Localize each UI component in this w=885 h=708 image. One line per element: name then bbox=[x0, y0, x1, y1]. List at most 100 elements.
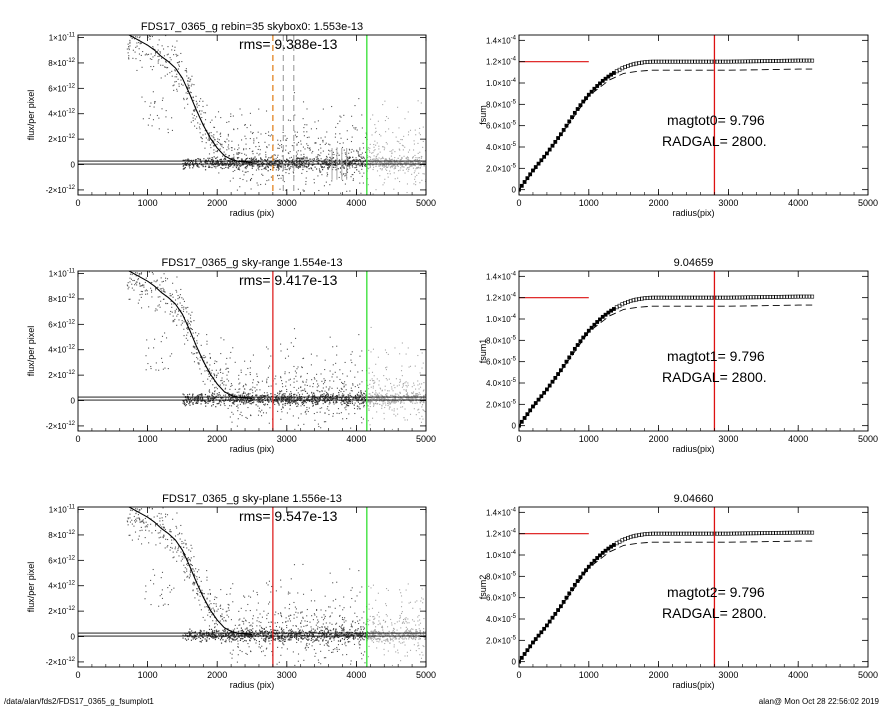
data-point bbox=[339, 396, 342, 399]
data-point bbox=[261, 168, 263, 171]
data-point bbox=[393, 413, 395, 415]
data-point bbox=[249, 389, 251, 391]
data-point bbox=[188, 165, 190, 167]
data-point bbox=[136, 281, 138, 283]
data-point bbox=[379, 168, 381, 170]
data-point bbox=[265, 151, 267, 153]
data-point bbox=[307, 147, 309, 149]
data-point bbox=[258, 108, 260, 110]
data-point bbox=[126, 284, 128, 286]
data-point bbox=[267, 348, 269, 350]
data-point bbox=[266, 382, 268, 384]
data-point bbox=[327, 629, 329, 631]
data-point bbox=[354, 386, 356, 388]
data-point bbox=[350, 427, 352, 429]
data-point bbox=[313, 397, 315, 399]
data-point bbox=[193, 361, 196, 363]
data-point bbox=[198, 363, 200, 365]
data-point bbox=[187, 85, 189, 87]
data-point bbox=[297, 392, 299, 394]
data-point bbox=[415, 398, 417, 400]
data-point bbox=[271, 162, 273, 164]
data-point bbox=[378, 392, 380, 394]
data-point bbox=[206, 361, 208, 363]
data-point bbox=[187, 332, 189, 334]
data-point bbox=[220, 117, 222, 119]
square-marker bbox=[651, 59, 655, 64]
data-point bbox=[136, 42, 138, 44]
data-point bbox=[258, 646, 260, 648]
data-point bbox=[280, 377, 282, 379]
data-point bbox=[132, 49, 134, 51]
data-point bbox=[181, 307, 183, 309]
data-point bbox=[281, 395, 283, 397]
data-point bbox=[339, 142, 341, 145]
data-point bbox=[326, 156, 328, 158]
data-point bbox=[264, 397, 266, 400]
data-point bbox=[281, 393, 283, 395]
data-point bbox=[349, 392, 351, 394]
data-point bbox=[154, 101, 156, 103]
data-point bbox=[355, 166, 358, 168]
data-point bbox=[258, 165, 261, 168]
data-point bbox=[258, 145, 260, 147]
data-point bbox=[181, 320, 183, 322]
data-point bbox=[211, 162, 213, 165]
data-point bbox=[296, 389, 298, 391]
data-point bbox=[178, 85, 180, 87]
data-point bbox=[342, 166, 344, 168]
data-point bbox=[208, 133, 210, 135]
data-point bbox=[252, 158, 254, 160]
square-marker bbox=[653, 59, 658, 64]
data-point bbox=[360, 154, 362, 156]
data-point bbox=[274, 164, 276, 167]
data-point bbox=[242, 403, 245, 405]
data-point bbox=[417, 160, 419, 162]
data-point bbox=[415, 184, 417, 186]
data-point bbox=[192, 162, 194, 164]
data-point bbox=[183, 300, 185, 302]
data-point bbox=[204, 159, 207, 161]
data-point bbox=[209, 380, 211, 382]
data-point bbox=[247, 157, 249, 159]
y-tick-label: -2×10-12 bbox=[46, 421, 76, 431]
data-point bbox=[158, 117, 160, 119]
data-point bbox=[290, 391, 292, 393]
data-point bbox=[394, 167, 397, 169]
data-point bbox=[334, 166, 336, 168]
data-point bbox=[339, 162, 341, 164]
x-tick-label: 1000 bbox=[579, 434, 599, 444]
data-point bbox=[233, 158, 235, 160]
data-point bbox=[381, 394, 383, 397]
data-point bbox=[326, 175, 328, 177]
data-point bbox=[261, 645, 263, 647]
square-marker bbox=[807, 294, 812, 299]
data-point bbox=[237, 418, 239, 420]
data-point bbox=[255, 169, 257, 171]
data-point bbox=[332, 394, 334, 396]
data-point bbox=[282, 393, 284, 395]
data-point bbox=[376, 158, 378, 160]
data-point bbox=[345, 384, 347, 386]
data-point bbox=[269, 397, 271, 399]
data-point bbox=[157, 296, 159, 298]
data-point bbox=[374, 402, 376, 405]
data-point bbox=[137, 483, 138, 484]
data-point bbox=[285, 381, 287, 383]
data-point bbox=[390, 161, 393, 164]
data-point bbox=[252, 379, 254, 381]
data-point bbox=[167, 128, 169, 130]
data-point bbox=[350, 140, 353, 143]
data-point bbox=[422, 173, 424, 175]
data-point bbox=[201, 116, 203, 119]
data-point bbox=[141, 293, 143, 295]
data-point bbox=[237, 398, 239, 400]
data-point bbox=[359, 403, 361, 405]
data-point bbox=[362, 402, 364, 404]
data-point bbox=[221, 382, 223, 384]
data-point bbox=[136, 10, 137, 11]
data-point bbox=[187, 575, 189, 577]
data-point bbox=[365, 164, 367, 166]
data-point bbox=[259, 149, 261, 151]
chart-title: 9.04659 bbox=[674, 257, 714, 269]
